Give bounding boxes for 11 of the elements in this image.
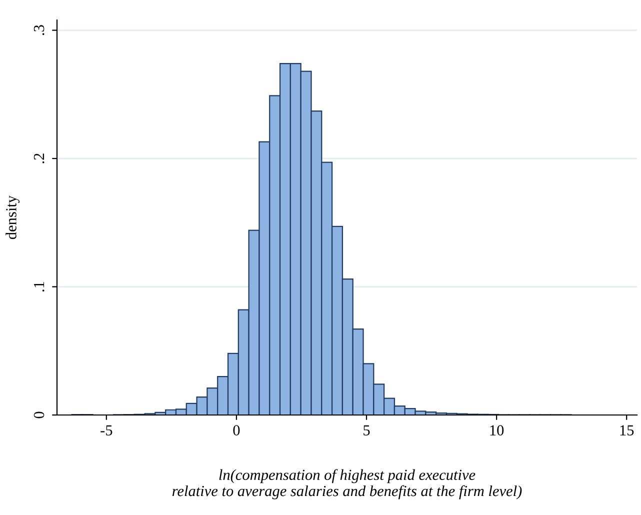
x-tick-label: 15 <box>620 425 634 436</box>
y-tick-label: .3 <box>34 25 44 35</box>
x-tick-label: 5 <box>364 425 370 436</box>
y-axis-title: density <box>6 195 20 240</box>
x-tick-label: 10 <box>490 425 504 436</box>
y-tick-label: .1 <box>34 282 44 292</box>
y-tick-label: 0 <box>34 412 44 418</box>
x-axis-title: ln(compensation of highest paid executive relative to average salaries and benefits at the firm level) <box>172 469 522 500</box>
y-tick-label: .2 <box>34 154 44 164</box>
x-tick-label: 0 <box>233 425 240 436</box>
x-tick-label: -5 <box>100 425 112 436</box>
